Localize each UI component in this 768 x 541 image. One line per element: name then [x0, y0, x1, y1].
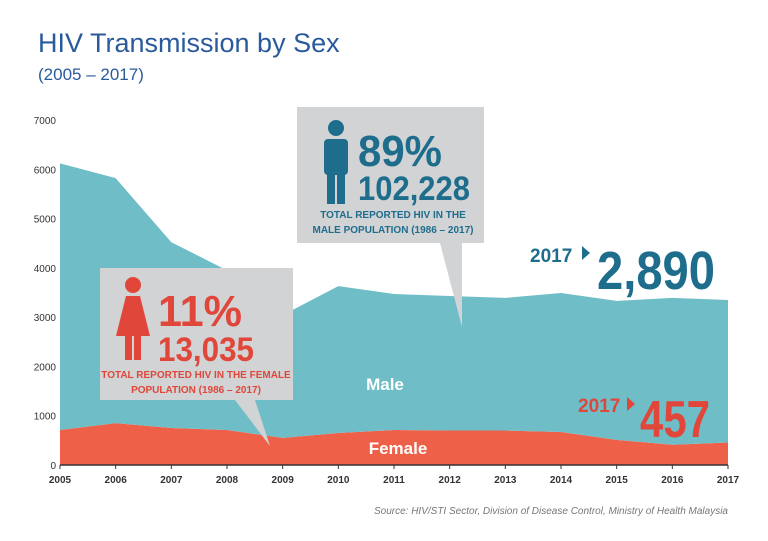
y-tick-label: 7000 [34, 116, 57, 127]
x-tick-label: 2011 [383, 475, 405, 486]
x-tick-label: 2014 [550, 475, 573, 486]
x-tick-label: 2017 [717, 475, 740, 486]
female-callout-box [100, 268, 293, 446]
male-total: 102,228 [358, 170, 470, 208]
x-tick-label: 2013 [494, 475, 517, 486]
chart-subtitle: (2005 – 2017) [38, 65, 144, 84]
male-icon [324, 120, 348, 204]
x-tick-label: 2005 [49, 475, 72, 486]
x-tick-label: 2015 [606, 475, 629, 486]
annotations: 89% 102,228 TOTAL REPORTED HIV IN THE MA… [100, 107, 715, 449]
male-caption: MALE POPULATION (1986 – 2017) [313, 225, 474, 236]
y-tick-label: 4000 [34, 264, 57, 275]
source: Source: HIV/STI Sector, Division of Dise… [374, 506, 728, 517]
male-percent: 89% [358, 127, 442, 176]
female-percent: 11% [158, 287, 242, 336]
female-caption: TOTAL REPORTED HIV IN THE FEMALE [101, 370, 291, 381]
end-value: 2,890 [597, 241, 715, 301]
y-tick-label: 3000 [34, 313, 57, 324]
x-tick-label: 2016 [661, 475, 684, 486]
y-tick-label: 5000 [34, 215, 57, 226]
arrow [627, 397, 635, 411]
area [60, 423, 728, 465]
end-year: 2017 [578, 396, 620, 417]
male-caption: TOTAL REPORTED HIV IN THE [320, 210, 466, 221]
series-label: Male [366, 375, 404, 394]
x-tick-label: 2008 [216, 475, 239, 486]
series-label: Female [369, 439, 428, 458]
arrow [582, 246, 590, 260]
x-tick-label: 2006 [105, 475, 128, 486]
x-tick-label: 2012 [439, 475, 462, 486]
x-tick-label: 2010 [327, 475, 350, 486]
female-total: 13,035 [158, 331, 254, 369]
end-year: 2017 [530, 246, 572, 267]
y-tick-label: 0 [50, 461, 56, 472]
y-tick-label: 2000 [34, 362, 57, 373]
y-tick-label: 6000 [34, 165, 57, 176]
x-tick-label: 2007 [160, 475, 183, 486]
end-value: 457 [640, 391, 710, 449]
chart-title: HIV Transmission by Sex [38, 28, 340, 58]
female-icon [116, 277, 150, 360]
y-tick-label: 1000 [34, 412, 57, 423]
x-tick-label: 2009 [272, 475, 295, 486]
female-caption: POPULATION (1986 – 2017) [131, 385, 261, 396]
